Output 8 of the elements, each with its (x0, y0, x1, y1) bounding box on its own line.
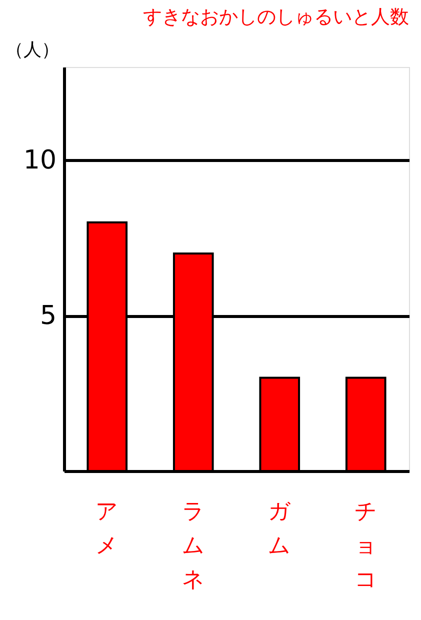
y-axis-title: （人） (6, 40, 60, 60)
x-tick-label: チョコ (354, 500, 378, 592)
chart-title: すきなおかしのしゅるいと人数 (143, 6, 409, 28)
x-tick-label: ガム (268, 500, 292, 558)
y-tick-label: 5 (40, 301, 56, 332)
y-tick-label: 10 (23, 146, 56, 176)
x-tick-label: アメ (96, 500, 119, 558)
x-tick-label: ラムネ (182, 500, 205, 592)
